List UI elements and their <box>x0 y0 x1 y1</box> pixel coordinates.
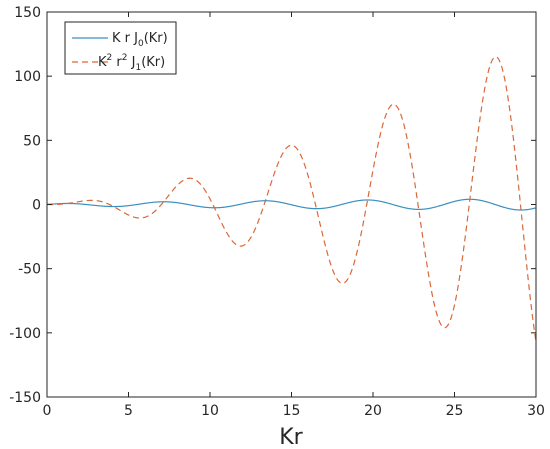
x-tick-label: 10 <box>201 403 219 419</box>
x-tick-label: 15 <box>283 403 301 419</box>
series-layer <box>47 56 536 342</box>
y-tick-label: -100 <box>9 326 41 342</box>
y-tick-label: 0 <box>32 198 41 214</box>
series-line-1 <box>47 198 536 211</box>
legend-label-series-2: K2 r2 J1(Kr) <box>98 53 165 73</box>
x-tick-label: 30 <box>527 403 545 419</box>
x-tick-label: 20 <box>364 403 382 419</box>
y-tick-label: 150 <box>14 5 41 21</box>
y-tick-label: 50 <box>23 133 41 149</box>
legend-box <box>64 21 177 75</box>
tick-layer: 0 5 10 15 20 25 30 -150 -100 -50 0 50 100 150 <box>9 5 545 419</box>
x-axis-title: Kr <box>279 425 303 449</box>
x-tick-label: 5 <box>124 403 133 419</box>
x-tick-label: 0 <box>43 403 52 419</box>
x-tick-label: 25 <box>446 403 464 419</box>
y-tick-label: -50 <box>18 262 41 278</box>
y-tick-label: -150 <box>9 390 41 406</box>
legend-label-series-1: K r J0(Kr) <box>112 31 168 49</box>
legend: K r J0(Kr) K2 r2 J1(Kr) <box>64 21 177 75</box>
series-line-2 <box>47 56 536 342</box>
y-tick-label: 100 <box>14 69 41 85</box>
